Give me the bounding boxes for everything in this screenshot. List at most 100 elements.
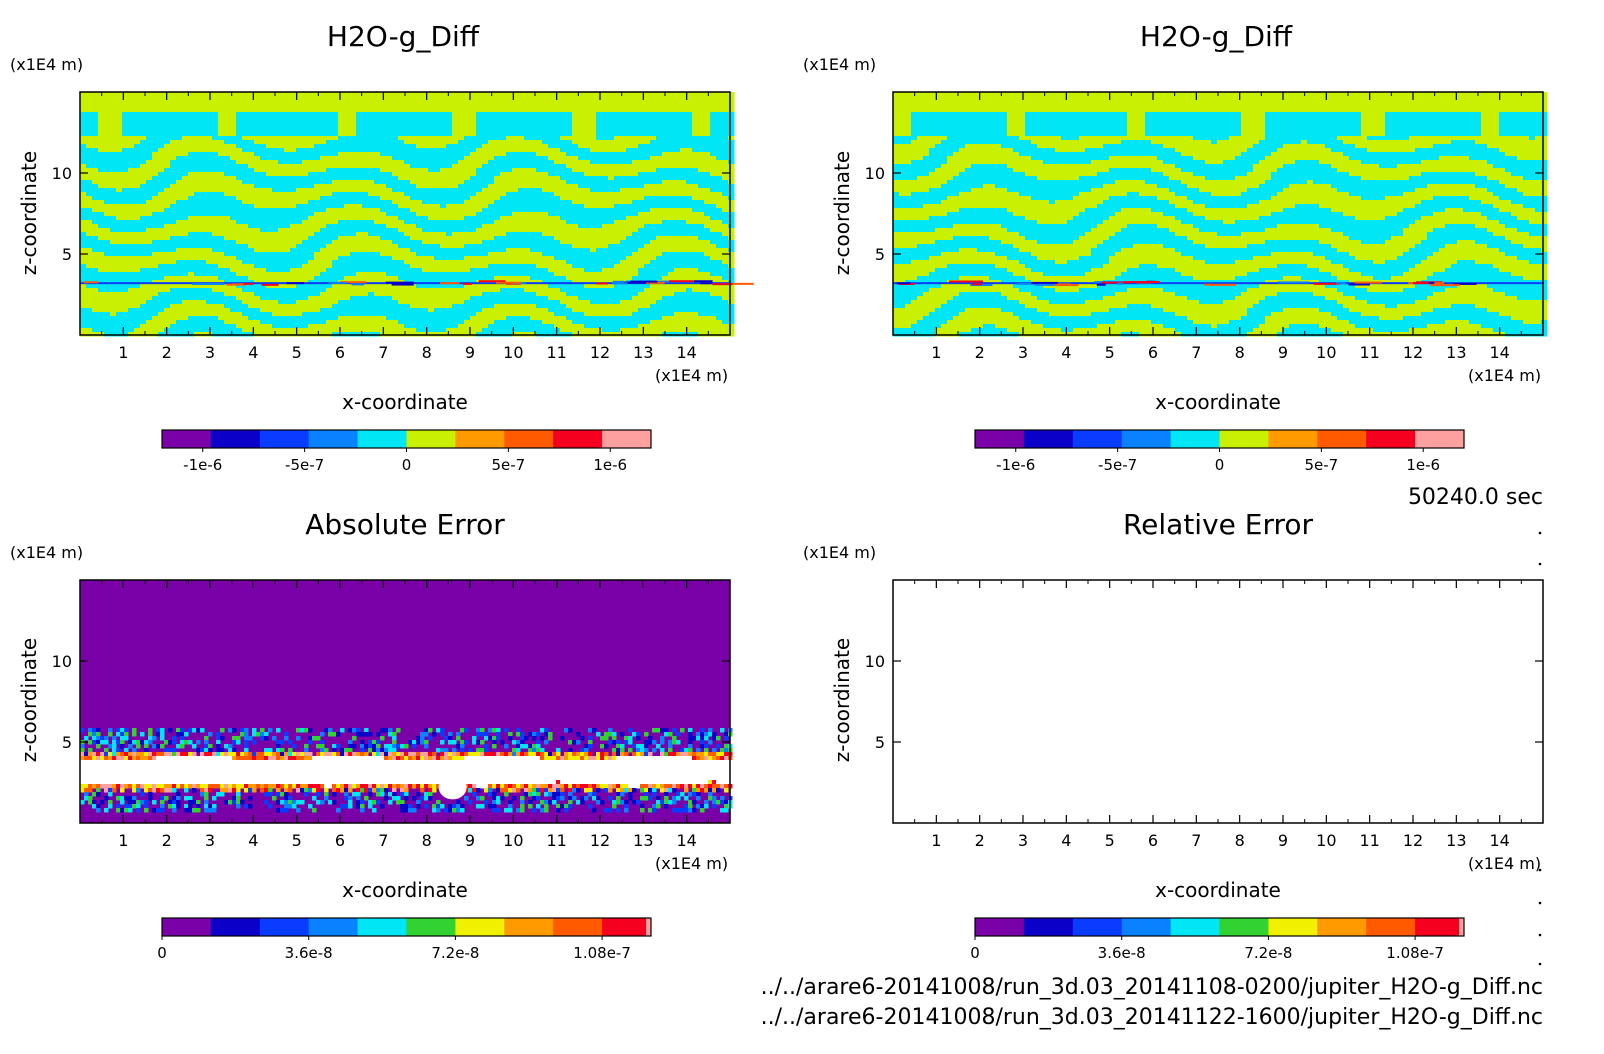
field-cell — [566, 144, 573, 149]
field-cell — [290, 208, 297, 213]
field-cell — [590, 248, 597, 253]
field-cell — [224, 208, 231, 213]
field-cell — [470, 176, 477, 181]
field-cell — [470, 172, 477, 177]
field-cell — [92, 208, 99, 213]
field-cell — [638, 148, 645, 153]
field-cell — [188, 184, 195, 189]
field-cell — [386, 196, 393, 201]
field-cell — [554, 116, 561, 121]
field-cell — [272, 268, 279, 273]
field-cell — [416, 96, 423, 101]
field-cell — [140, 192, 147, 197]
field-cell — [134, 204, 141, 209]
field-cell — [320, 120, 327, 125]
field-cell — [116, 204, 123, 209]
field-cell — [620, 148, 627, 153]
field-cell — [362, 144, 369, 149]
field-cell — [518, 172, 525, 177]
field-cell — [224, 152, 231, 157]
field-cell — [608, 196, 615, 201]
field-cell — [698, 252, 705, 257]
field-cell — [320, 140, 327, 145]
field-cell — [212, 140, 219, 145]
field-cell — [92, 108, 99, 113]
field-cell — [110, 216, 117, 221]
field-cell — [320, 92, 327, 97]
field-cell — [554, 172, 561, 177]
field-cell — [584, 168, 591, 173]
field-cell — [326, 148, 333, 153]
field-cell — [416, 128, 423, 133]
field-cell — [278, 144, 285, 149]
field-cell — [254, 152, 261, 157]
field-cell — [164, 148, 171, 153]
field-cell — [698, 256, 705, 261]
field-cell — [506, 96, 513, 101]
field-cell — [722, 184, 729, 189]
field-cell — [542, 208, 549, 213]
field-cell — [254, 200, 261, 205]
field-cell — [542, 188, 549, 193]
field-cell — [116, 184, 123, 189]
field-cell — [206, 272, 213, 277]
field-cell — [92, 200, 99, 205]
field-cell — [716, 172, 723, 177]
field-cell — [548, 244, 555, 249]
field-cell — [452, 156, 459, 161]
field-cell — [440, 112, 447, 117]
field-cell — [548, 100, 555, 105]
field-cell — [698, 128, 705, 133]
field-cell — [494, 168, 501, 173]
field-cell — [92, 92, 99, 97]
field-cell — [542, 108, 549, 113]
field-cell — [488, 204, 495, 209]
field-cell — [248, 144, 255, 149]
field-cell — [134, 236, 141, 241]
field-cell — [458, 148, 465, 153]
field-cell — [242, 96, 249, 101]
field-cell — [728, 168, 735, 173]
field-cell — [446, 164, 453, 169]
field-cell — [350, 180, 357, 185]
field-cell — [512, 140, 519, 145]
field-cell — [572, 212, 579, 217]
field-cell — [398, 192, 405, 197]
field-cell — [326, 188, 333, 193]
field-cell — [110, 192, 117, 197]
field-cell — [398, 188, 405, 193]
field-cell — [644, 248, 651, 253]
field-cell — [134, 228, 141, 233]
field-cell — [344, 212, 351, 217]
field-cell — [602, 268, 609, 273]
field-cell — [254, 204, 261, 209]
field-cell — [368, 168, 375, 173]
field-cell — [284, 252, 291, 257]
field-cell — [614, 112, 621, 117]
field-cell — [248, 152, 255, 157]
field-cell — [356, 232, 363, 237]
field-cell — [698, 188, 705, 193]
field-cell — [260, 204, 267, 209]
field-cell — [422, 152, 429, 157]
field-cell — [422, 96, 429, 101]
field-cell — [476, 124, 483, 129]
field-cell — [164, 136, 171, 141]
field-cell — [572, 220, 579, 225]
field-cell — [194, 260, 201, 265]
field-cell — [200, 188, 207, 193]
field-cell — [230, 128, 237, 133]
field-cell — [188, 204, 195, 209]
field-cell — [428, 164, 435, 169]
field-cell — [242, 240, 249, 245]
field-cell — [476, 264, 483, 269]
field-cell — [206, 252, 213, 257]
field-cell — [260, 252, 267, 257]
field-cell — [692, 164, 699, 169]
field-cell — [230, 140, 237, 145]
field-cell — [728, 124, 735, 129]
field-cell — [578, 92, 585, 97]
field-cell — [560, 116, 567, 121]
field-cell — [314, 232, 321, 237]
field-cell — [704, 224, 711, 229]
